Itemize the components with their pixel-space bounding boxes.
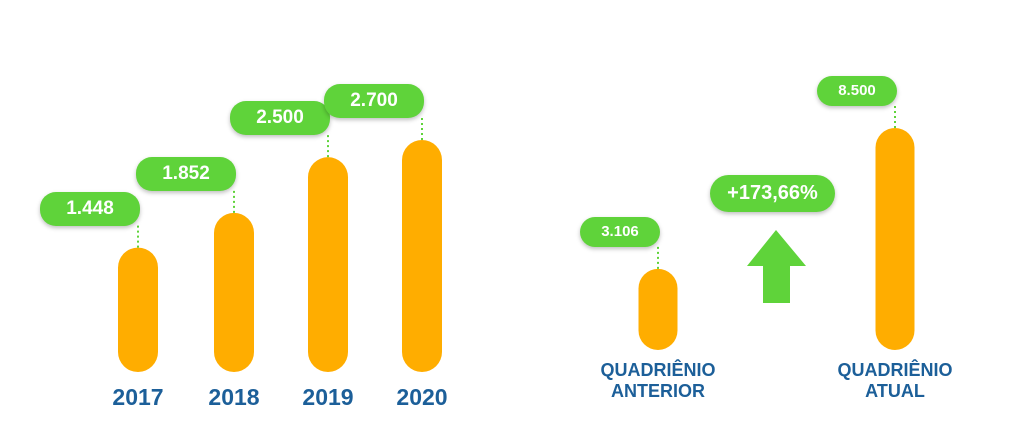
bar bbox=[214, 212, 254, 372]
value-label: 8.500 bbox=[817, 76, 897, 106]
category-label: 2017 bbox=[112, 384, 164, 410]
value-label: 3.106 bbox=[580, 216, 660, 247]
bar bbox=[638, 268, 678, 350]
category-label: QUADRIÊNIO ATUAL bbox=[837, 360, 953, 401]
category-label: 2018 bbox=[208, 384, 260, 410]
value-label: 2.700 bbox=[324, 84, 424, 118]
bar bbox=[875, 128, 915, 350]
bar bbox=[118, 247, 158, 372]
bar bbox=[402, 140, 442, 372]
category-label: QUADRIÊNIO ANTERIOR bbox=[600, 360, 716, 401]
value-label: 2.500 bbox=[230, 101, 330, 136]
category-label: 2020 bbox=[396, 384, 448, 410]
bar bbox=[308, 157, 348, 372]
change-annotation: +173,66% bbox=[710, 175, 835, 212]
value-label: 1.852 bbox=[136, 156, 236, 191]
category-label: 2019 bbox=[302, 384, 354, 410]
up-arrow bbox=[747, 230, 806, 303]
value-label: 1.448 bbox=[40, 191, 140, 226]
